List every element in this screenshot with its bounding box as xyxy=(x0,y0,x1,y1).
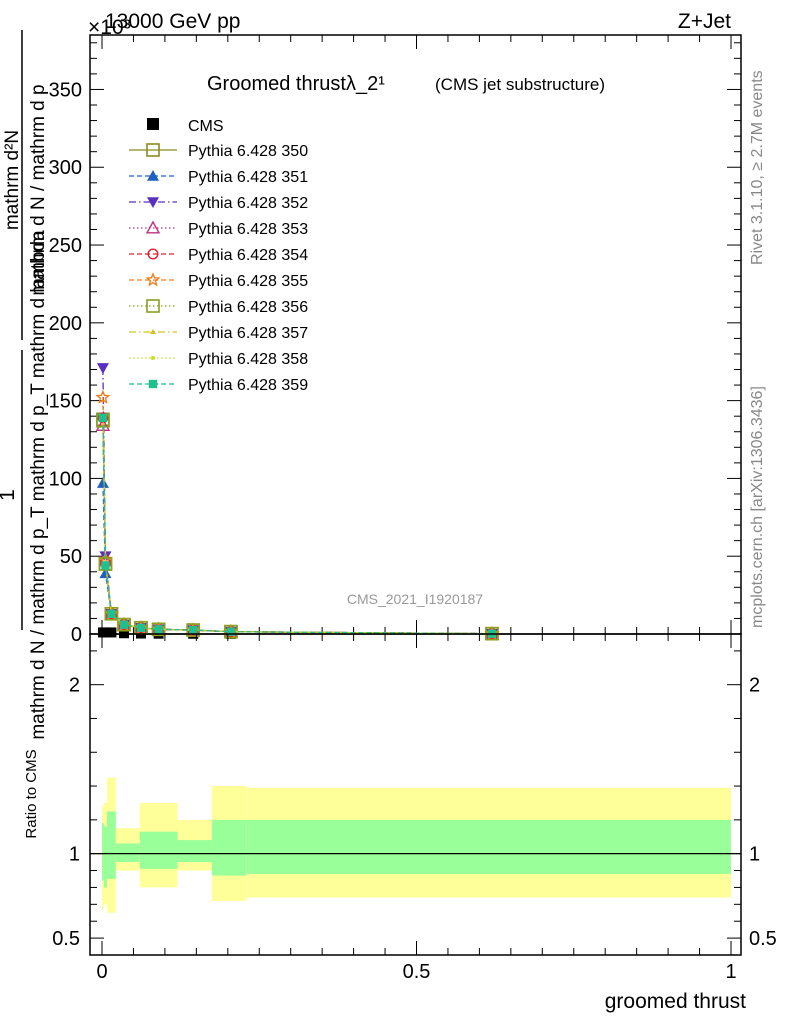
series-marker xyxy=(119,620,129,629)
xlabel: groomed thrust xyxy=(605,990,746,1013)
legend-item: Pythia 6.428 351 xyxy=(129,169,308,186)
legend-item: Pythia 6.428 358 xyxy=(129,351,308,368)
inner-band xyxy=(177,840,213,863)
series-marker xyxy=(96,477,109,488)
y-tick-label: 200 xyxy=(49,313,82,335)
legend-item: Pythia 6.428 359 xyxy=(129,377,308,394)
ratio-y-tick-label-right: 0.5 xyxy=(749,928,777,950)
cms-point xyxy=(106,627,117,638)
ratio-y-tick-label: 1 xyxy=(69,844,80,866)
series-marker xyxy=(189,625,198,635)
legend-label: Pythia 6.428 352 xyxy=(188,195,308,212)
header-process: Z+Jet xyxy=(678,10,731,33)
y-tick-label: 50 xyxy=(60,546,82,568)
legend-label: Pythia 6.428 354 xyxy=(188,247,308,264)
cms-point xyxy=(100,627,111,638)
series-marker xyxy=(146,299,160,313)
series-marker xyxy=(150,329,156,334)
legend-label: Pythia 6.428 358 xyxy=(188,351,308,368)
series-marker xyxy=(154,625,163,634)
legend-label: Pythia 6.428 355 xyxy=(188,273,308,290)
ylabel-num-1: 1 xyxy=(0,489,19,501)
y-tick-label: 250 xyxy=(49,235,82,257)
rivet-note: Rivet 3.1.10, ≥ 2.7M events xyxy=(749,70,766,265)
series-marker xyxy=(107,609,116,618)
series-marker xyxy=(145,220,161,234)
series-marker xyxy=(145,272,161,287)
legend-marker xyxy=(147,118,159,130)
y-tick-label: 350 xyxy=(49,79,82,101)
inner-band xyxy=(212,819,247,876)
series-marker xyxy=(101,561,110,570)
series-marker xyxy=(147,197,159,208)
series-line xyxy=(102,483,493,635)
plot-subtitle: (CMS jet substructure) xyxy=(435,75,605,94)
header-multiplier: ×10³ xyxy=(88,16,131,39)
series-marker xyxy=(148,379,158,389)
series-marker xyxy=(151,356,155,360)
ylabel-num-2: mathrm d²N xyxy=(2,130,23,230)
inner-band xyxy=(246,819,732,874)
series-marker xyxy=(98,413,108,422)
y-tick-label: 0 xyxy=(71,624,82,646)
legend-item: Pythia 6.428 354 xyxy=(129,247,308,264)
series-marker xyxy=(146,143,160,157)
ratio-y-tick-label: 2 xyxy=(69,675,80,697)
y-tick-label: 300 xyxy=(49,157,82,179)
inner-band xyxy=(103,826,108,888)
series-marker xyxy=(95,389,111,404)
series-marker xyxy=(147,248,159,260)
legend-item: Pythia 6.428 355 xyxy=(129,272,308,290)
cms-point xyxy=(119,628,130,639)
series-marker xyxy=(96,363,109,374)
legend-label: CMS xyxy=(188,118,224,135)
legend-item: Pythia 6.428 357 xyxy=(129,325,308,342)
y-tick-label: 150 xyxy=(49,391,82,413)
inner-band xyxy=(102,823,104,881)
ratio-y-tick-label: 0.5 xyxy=(52,928,80,950)
mcplots-note: mcplots.cern.ch [arXiv:1306.3436] xyxy=(749,386,766,628)
ylabel-den-1: mathrm d N / mathrm d p_T mathrm d p_T m… xyxy=(28,230,49,740)
ratio-ylabel: Ratio to CMS xyxy=(23,749,40,838)
legend-label: Pythia 6.428 350 xyxy=(188,143,308,160)
y-tick-label: 100 xyxy=(49,468,82,490)
legend-label: Pythia 6.428 351 xyxy=(188,169,308,186)
legend-item: Pythia 6.428 352 xyxy=(129,195,308,212)
ratio-y-tick-label-right: 1 xyxy=(749,844,760,866)
legend-item: Pythia 6.428 353 xyxy=(129,220,308,238)
ratio-plot: 0.5 0.5 1 1 2 2 0 0.5 1 xyxy=(52,633,777,983)
legend: CMS Pythia 6.428 350 Pythia 6.428 351 Pythi… xyxy=(129,118,308,394)
inner-band xyxy=(107,811,116,879)
x-tick-label: 0 xyxy=(96,961,107,983)
watermark: CMS_2021_I1920187 xyxy=(347,591,483,607)
series-marker xyxy=(226,627,236,636)
series-marker xyxy=(104,606,119,621)
plot-title: Groomed thrustλ_2¹ xyxy=(207,73,385,95)
ylabel-den-2: mathrm d N / mathrm d p xyxy=(28,84,49,295)
legend-item: Pythia 6.428 350 xyxy=(129,143,308,160)
series-marker xyxy=(147,170,159,181)
legend-label: Pythia 6.428 356 xyxy=(188,299,308,316)
legend-label: Pythia 6.428 359 xyxy=(188,377,308,394)
legend-label: Pythia 6.428 357 xyxy=(188,325,308,342)
x-tick-label: 1 xyxy=(725,961,736,983)
series-marker xyxy=(99,567,112,579)
legend-label: Pythia 6.428 353 xyxy=(188,221,308,238)
series-marker xyxy=(117,617,131,632)
inner-band xyxy=(139,831,178,869)
ratio-frame xyxy=(89,633,742,956)
legend-item: Pythia 6.428 356 xyxy=(129,299,308,316)
inner-band xyxy=(115,843,140,863)
series-line xyxy=(102,417,493,635)
main-ylabel: 1 mathrm d N / mathrm d p_T mathrm d p_T… xyxy=(0,30,49,740)
ratio-y-tick-label-right: 2 xyxy=(749,675,760,697)
series-marker xyxy=(136,623,146,632)
legend-item-cms: CMS xyxy=(147,118,224,135)
x-tick-label: 0.5 xyxy=(403,961,431,983)
header-energy: 13000 GeV pp xyxy=(105,10,240,33)
